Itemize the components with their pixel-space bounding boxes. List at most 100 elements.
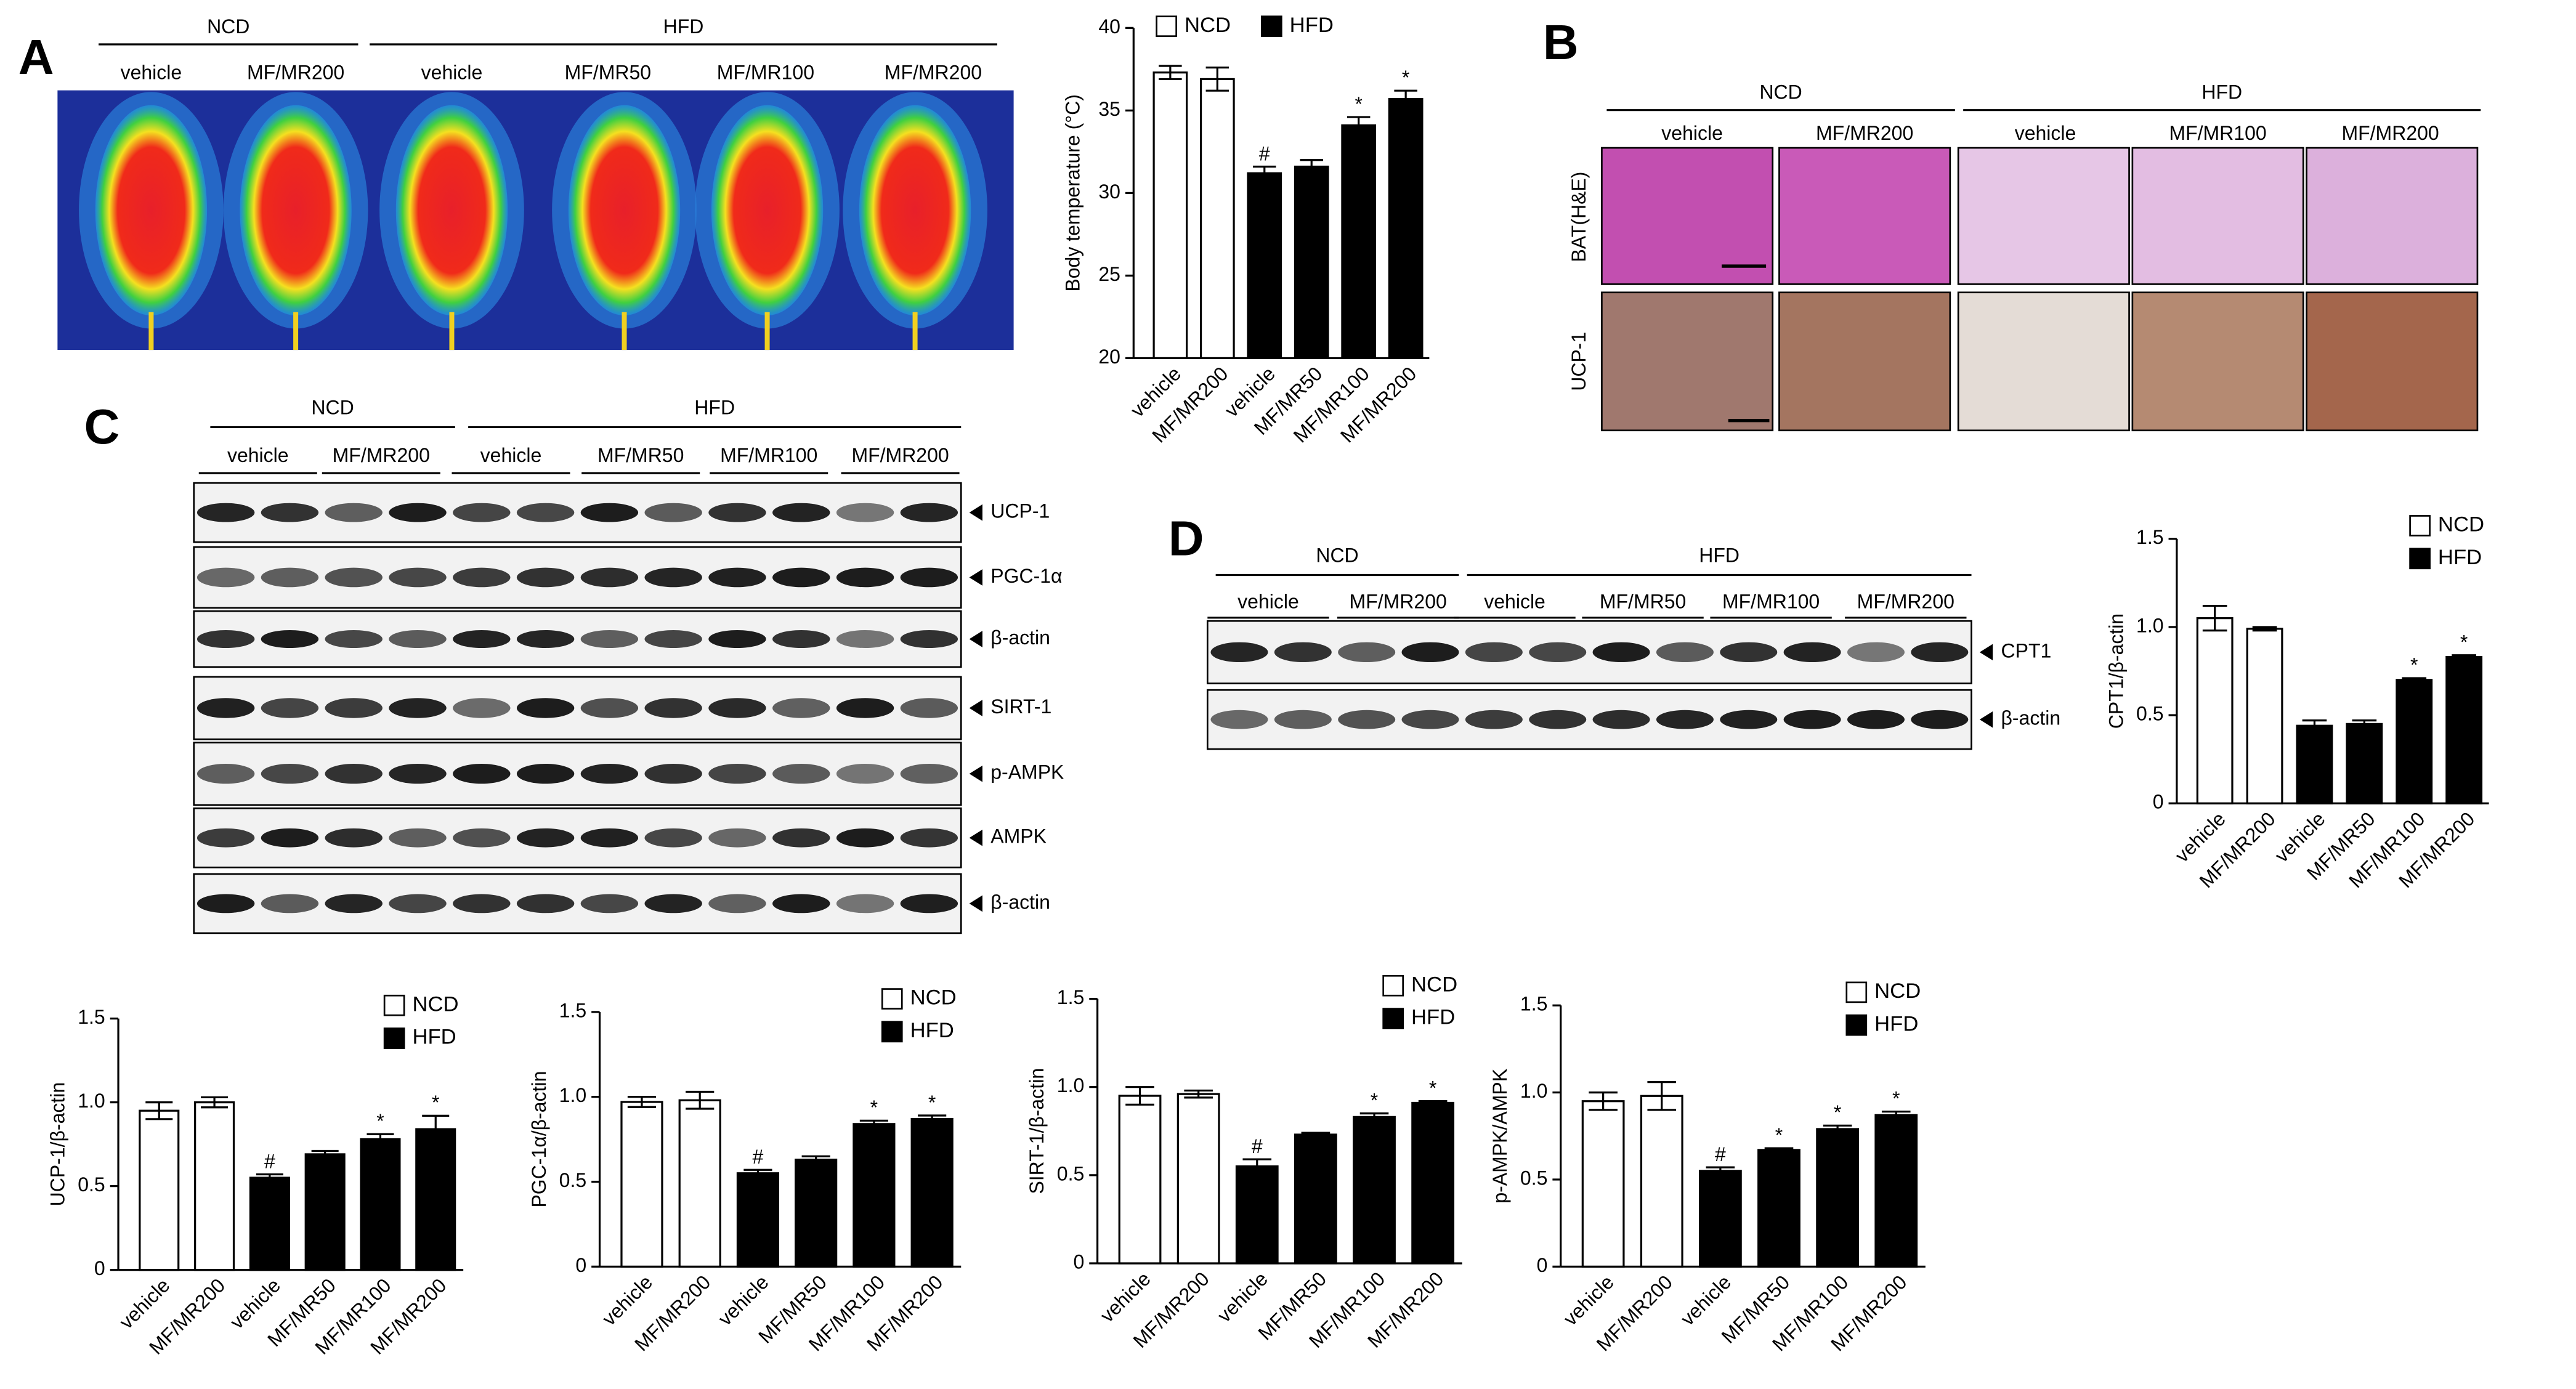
bar bbox=[1581, 1100, 1625, 1268]
lane-label: vehicle bbox=[421, 61, 483, 83]
bar bbox=[1118, 1095, 1162, 1265]
blot-strip bbox=[193, 546, 962, 609]
blot-band bbox=[772, 763, 830, 784]
y-axis-label: p-AMPK/AMPK bbox=[1489, 1069, 1511, 1204]
blot-band bbox=[1529, 642, 1587, 663]
y-tick-label: 0.5 bbox=[78, 1173, 105, 1196]
blot-band bbox=[325, 630, 383, 648]
error-bar bbox=[1347, 116, 1371, 126]
y-axis-label: SIRT-1/β-actin bbox=[1026, 1068, 1048, 1194]
blot-band bbox=[1592, 642, 1650, 663]
significance-mark: * bbox=[1775, 1124, 1783, 1146]
blot-band bbox=[453, 698, 511, 718]
blot-band bbox=[389, 763, 447, 784]
bar bbox=[2346, 723, 2383, 804]
blot-band bbox=[389, 698, 447, 718]
arrowhead bbox=[969, 569, 982, 586]
blot-band bbox=[196, 894, 255, 913]
blot-band bbox=[325, 698, 383, 718]
bar bbox=[1152, 71, 1188, 360]
blot-band bbox=[772, 503, 830, 522]
legend-label: NCD bbox=[412, 992, 458, 1016]
he-image bbox=[1601, 147, 1774, 285]
y-tick-label: 25 bbox=[1098, 263, 1120, 285]
blot-band bbox=[325, 567, 383, 588]
blot-band bbox=[1210, 710, 1268, 729]
blot-band bbox=[196, 763, 255, 784]
legend-swatch bbox=[881, 1021, 903, 1043]
blot-band bbox=[1210, 642, 1268, 663]
y-axis-label: UCP-1/β-actin bbox=[46, 1082, 68, 1207]
blot-band bbox=[1783, 642, 1841, 663]
mouse bbox=[568, 105, 681, 316]
lane-label: MF/MR50 bbox=[1600, 590, 1686, 612]
group-label: HFD bbox=[694, 397, 735, 419]
blot-strip bbox=[193, 676, 962, 740]
blot-band bbox=[389, 828, 447, 848]
bar bbox=[1640, 1095, 1683, 1268]
blot-band bbox=[644, 698, 702, 718]
y-axis-label: CPT1/β-actin bbox=[2105, 614, 2127, 729]
error-bar bbox=[145, 1101, 173, 1120]
lane-label: vehicle bbox=[480, 444, 542, 466]
y-tick-label: 1.5 bbox=[2136, 526, 2163, 548]
x-tick-label: vehicle bbox=[1213, 1268, 1272, 1327]
error-bar bbox=[1647, 1081, 1677, 1111]
error-bar bbox=[859, 1119, 888, 1124]
significance-mark: * bbox=[1371, 1089, 1378, 1111]
y-axis-label: PGC-1α/β-actin bbox=[528, 1071, 550, 1208]
significance-mark: * bbox=[1429, 1077, 1436, 1099]
group-label: NCD bbox=[311, 397, 354, 419]
bar bbox=[1247, 172, 1282, 360]
bar bbox=[2445, 655, 2483, 804]
blot-band bbox=[1656, 642, 1714, 663]
group-label: HFD bbox=[2201, 81, 2242, 103]
x-tick-label: vehicle bbox=[1096, 1268, 1155, 1327]
blot-band bbox=[261, 567, 319, 588]
blot-band bbox=[644, 763, 702, 784]
y-tick-label: 1.0 bbox=[2136, 614, 2163, 636]
band-label: UCP-1 bbox=[990, 500, 1050, 522]
legend-label: HFD bbox=[1874, 1012, 1918, 1035]
blot-band bbox=[325, 503, 383, 522]
bar bbox=[1235, 1165, 1279, 1265]
error-bar bbox=[2402, 677, 2427, 680]
blot-band bbox=[389, 630, 447, 648]
blot-band bbox=[261, 828, 319, 848]
blot-band bbox=[196, 828, 255, 848]
error-bar bbox=[2302, 719, 2327, 726]
y-tick-label: 35 bbox=[1098, 98, 1120, 120]
blot-band bbox=[453, 503, 511, 522]
lane-label: vehicle bbox=[1237, 590, 1299, 612]
arrowhead bbox=[969, 765, 982, 782]
blot-band bbox=[1401, 710, 1459, 729]
blot-band bbox=[644, 828, 702, 848]
legend-swatch bbox=[1845, 1014, 1868, 1036]
bar bbox=[2296, 724, 2333, 804]
y-axis-label: Body temperature (°C) bbox=[1062, 94, 1084, 291]
y-tick-label: 0.5 bbox=[1057, 1162, 1084, 1184]
y-tick-label: 1.0 bbox=[1057, 1074, 1084, 1096]
band-label: β-actin bbox=[990, 891, 1050, 913]
error-bar bbox=[1253, 165, 1276, 174]
bar bbox=[1874, 1114, 1918, 1268]
error-bar bbox=[1881, 1111, 1911, 1116]
ucp-image bbox=[1601, 291, 1774, 432]
blot-band bbox=[836, 567, 894, 588]
error-bar bbox=[1706, 1166, 1735, 1171]
bar bbox=[1757, 1149, 1800, 1268]
blot-band bbox=[836, 503, 894, 522]
y-tick-label: 0 bbox=[1537, 1254, 1548, 1276]
row-label: BAT(H&E) bbox=[1568, 172, 1590, 262]
blot-band bbox=[772, 894, 830, 913]
blot-band bbox=[836, 828, 894, 848]
lane-label: MF/MR200 bbox=[851, 444, 949, 466]
blot-strip bbox=[193, 807, 962, 869]
error-bar bbox=[918, 1114, 947, 1119]
significance-mark: * bbox=[1892, 1087, 1900, 1109]
arrowhead bbox=[969, 700, 982, 716]
blot-band bbox=[644, 630, 702, 648]
blot-band bbox=[261, 503, 319, 522]
blot-strip bbox=[1206, 689, 1972, 750]
error-bar bbox=[1184, 1089, 1213, 1099]
